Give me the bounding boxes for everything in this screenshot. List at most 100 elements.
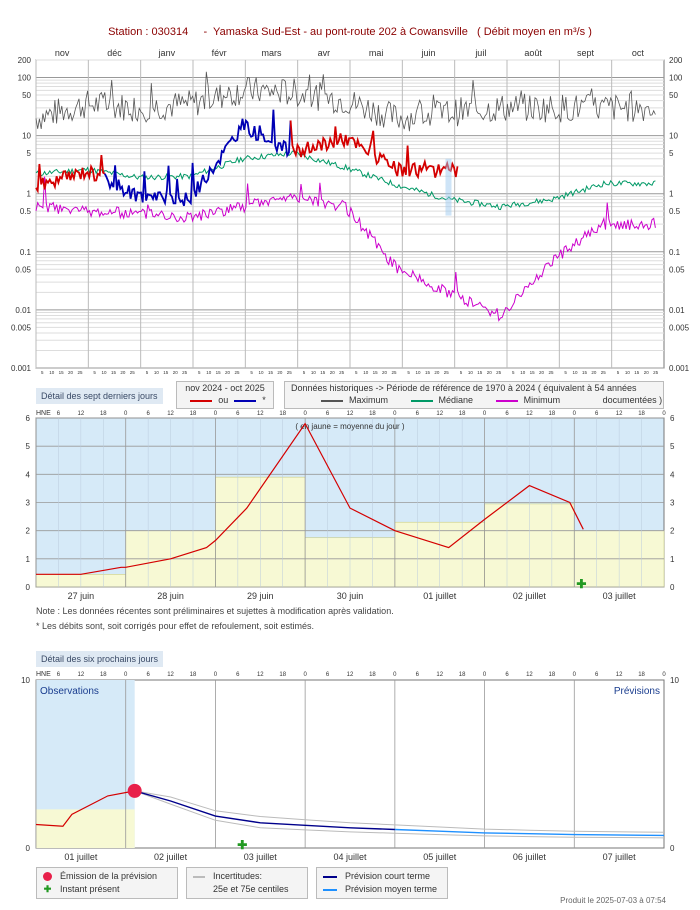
day-tick-label: 15 [111,370,117,375]
day-tick-label: 20 [277,370,283,375]
day-tick-label: 15 [59,370,65,375]
day-tick-label: 10 [520,370,526,375]
month-label: juin [420,48,435,58]
day-label: 05 juillet [423,852,457,862]
medium-term-line [323,888,337,891]
hour-tick-label: 6 [57,411,61,417]
y-tick-label-right: 10 [669,132,678,141]
hour-tick-label: 12 [347,411,354,417]
y-tick-label-right: 6 [670,414,675,423]
hour-tick-label: 0 [573,672,577,678]
day-tick-label: 25 [77,370,83,375]
y-tick-label-left: 0.05 [15,265,31,274]
day-tick-label: 25 [391,370,397,375]
y-tick-label-right: 50 [669,91,678,100]
day-tick-label: 20 [434,370,440,375]
hour-tick-label: 6 [505,411,509,417]
month-label: janv [158,48,176,58]
y-tick-label-right: 200 [669,56,683,65]
day-tick-label: 25 [496,370,502,375]
y-tick-label-right: 100 [669,73,683,82]
day-label: 02 juillet [154,852,188,862]
day-tick-label: 10 [206,370,212,375]
y-tick-label-left: 1 [27,190,32,199]
month-label: mars [262,48,282,58]
hour-tick-label: 6 [595,411,599,417]
month-label: sept [577,48,595,58]
median-series [35,150,656,211]
hour-tick-label: 6 [326,672,330,678]
section-label-week: Détail des sept derniers jours [36,388,163,404]
y-tick-label-left: 200 [18,56,32,65]
hour-tick-label: 18 [549,672,556,678]
hour-tick-label: 0 [303,411,307,417]
month-label: déc [107,48,122,58]
legend-uncert2: 25e et 75e centiles [213,884,289,894]
annual-flow-chart: 200 200 100 100 50 50 10 10 5 5 1 1 0.5 0.5 0.1 0.1 0.05… [11,48,690,375]
y-tick-label-left: 10 [21,676,30,685]
y-tick-label-left: 0.001 [11,364,32,373]
day-tick-label: 25 [130,370,136,375]
legend-max: Maximum [349,395,389,405]
day-tick-label: 10 [259,370,265,375]
day-tick-label: 25 [601,370,607,375]
month-label: août [524,48,542,58]
hour-tick-label: 0 [662,672,666,678]
day-label: 02 juillet [513,591,547,601]
note-corrected: * Les débits sont, soit corrigés pour ef… [36,621,314,631]
day-tick-label: 25 [339,370,345,375]
day-tick-label: 15 [530,370,536,375]
day-tick-label: 20 [173,370,179,375]
hour-tick-label: 6 [146,411,150,417]
hour-tick-label: 18 [369,411,376,417]
hour-tick-label: 6 [505,672,509,678]
day-tick-label: 15 [634,370,640,375]
unit-tag: HNE [36,410,51,417]
emission-dot-icon [43,872,52,882]
day-tick-label: 5 [303,370,306,375]
forecasts-label: Prévisions [614,686,660,697]
day-tick-label: 15 [163,370,169,375]
month-label: nov [55,48,70,58]
y-tick-label-left: 0.005 [11,323,32,332]
day-label: 29 juin [247,591,274,601]
day-tick-label: 5 [93,370,96,375]
legend-median-line [410,399,433,402]
y-tick-label-right: 0.05 [669,265,685,274]
hour-tick-label: 12 [436,411,443,417]
day-tick-label: 10 [363,370,369,375]
y-tick-label-left: 0 [26,583,31,592]
day-tick-label: 10 [154,370,160,375]
day-tick-label: 20 [644,370,650,375]
forecast-chart: HNE 01 juillet 6 12 18 0 02 juillet 6 12 18 0 03 ju… [21,671,679,862]
y-tick-label-right: 3 [670,499,675,508]
hour-tick-label: 6 [236,411,240,417]
y-tick-label-left: 100 [18,73,32,82]
y-tick-label-left: 0.01 [15,306,31,315]
section-label-forecast: Détail des six prochains jours [36,651,164,667]
hour-tick-label: 18 [100,411,107,417]
legend-forecast-terms: Prévision court terme Prévision moyen te… [316,867,448,899]
day-tick-label: 5 [146,370,149,375]
month-label: avr [318,48,331,58]
hour-tick-label: 18 [459,411,466,417]
minimum-series [35,176,656,322]
legend-hist-heading: Données historiques -> Période de référe… [291,383,637,393]
day-tick-label: 20 [539,370,545,375]
day-tick-label: 5 [564,370,567,375]
hour-tick-label: 0 [214,411,218,417]
observed-hourly-series [36,422,584,575]
short-term-forecast [134,790,395,831]
y-tick-label-left: 4 [26,470,31,479]
hour-tick-label: 12 [78,411,85,417]
legend-median: Médiane [438,395,474,405]
legend-period: nov 2024 - oct 2025 [185,383,265,393]
hour-tick-label: 12 [167,672,174,678]
y-tick-label-right: 1 [670,555,675,564]
unit-tag: HNE [36,671,51,678]
hour-tick-label: 18 [638,672,645,678]
day-tick-label: 10 [573,370,579,375]
observed-series-red [35,155,106,194]
legend-emission: Émission de la prévision [60,871,158,881]
hour-tick-label: 12 [436,672,443,678]
